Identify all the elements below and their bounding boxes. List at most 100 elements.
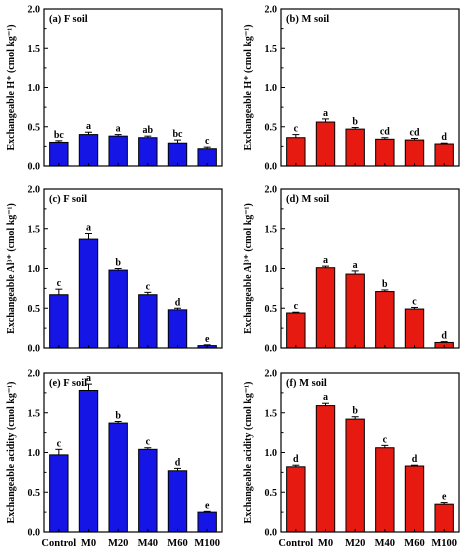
plot-frame	[281, 9, 459, 166]
y-tick-label: 1.0	[28, 448, 41, 459]
bar	[139, 295, 157, 348]
bar	[139, 449, 157, 532]
significance-letter: b	[352, 117, 358, 128]
y-tick-label: 0.5	[28, 488, 41, 499]
significance-letter: a	[323, 392, 328, 403]
y-tick-label: 0.0	[265, 344, 278, 355]
bar	[50, 142, 68, 166]
y-tick-label: 2.0	[28, 185, 41, 196]
significance-letter: d	[175, 457, 181, 468]
bar	[168, 143, 186, 166]
significance-letter: c	[412, 296, 417, 307]
y-tick-label: 2.0	[265, 185, 278, 196]
significance-letter: e	[205, 500, 210, 511]
bar	[287, 313, 305, 348]
bar	[50, 455, 68, 532]
bar	[376, 448, 394, 532]
x-category-label: Control	[278, 538, 313, 549]
plot-frame	[44, 189, 222, 348]
significance-letter: e	[205, 334, 210, 345]
y-tick-label: 2.0	[265, 5, 278, 16]
significance-letter: b	[115, 258, 121, 269]
panel-label: (d) M soil	[286, 194, 329, 205]
panel-label: (c) F soil	[49, 194, 87, 205]
bar	[346, 419, 364, 532]
y-axis-label: Exchangeable acidity (cmol kg⁻¹)	[6, 382, 17, 524]
chart-panel-3: c a b c d e 0.0 0.5 1.0 1.5 2.0 (c) F soil Exchangea…	[6, 185, 222, 355]
y-tick-label: 2.0	[28, 5, 41, 16]
significance-letter: c	[57, 438, 62, 449]
y-tick-label: 1.5	[265, 408, 278, 419]
panel-label: (a) F soil	[49, 14, 88, 25]
chart-panel-1: bc a a ab bc c 0.0 0.5 1.0 1.5 2.0 (a) F soil Exchan…	[6, 5, 222, 173]
bar	[287, 467, 305, 532]
bar	[287, 138, 305, 166]
bar	[435, 504, 453, 532]
bar	[405, 140, 423, 166]
bar	[109, 136, 127, 166]
y-tick-label: 2.0	[28, 369, 41, 380]
panel-label: (b) M soil	[286, 14, 329, 25]
x-category-label: M40	[138, 538, 158, 549]
x-category-label: M20	[108, 538, 128, 549]
x-category-label: M60	[167, 538, 187, 549]
significance-letter: b	[352, 406, 358, 417]
plot-frame	[281, 189, 459, 348]
x-category-label: M0	[318, 538, 333, 549]
bar	[109, 423, 127, 532]
bar	[316, 406, 334, 532]
significance-letter: c	[205, 136, 210, 147]
y-tick-label: 0.5	[265, 304, 278, 315]
y-tick-label: 0.0	[28, 162, 41, 173]
y-tick-label: 1.5	[28, 224, 41, 235]
significance-letter: c	[146, 437, 151, 448]
y-tick-label: 1.0	[28, 83, 41, 94]
y-tick-label: 2.0	[265, 369, 278, 380]
y-tick-label: 1.0	[265, 448, 278, 459]
plot-frame	[44, 9, 222, 166]
y-tick-label: 1.0	[28, 264, 41, 275]
plot-frame	[44, 373, 222, 532]
panel-label: (e) F soil	[49, 378, 87, 389]
bar	[316, 122, 334, 166]
y-tick-label: 1.0	[265, 83, 278, 94]
y-tick-label: 1.5	[28, 44, 41, 55]
bar	[435, 144, 453, 166]
significance-letter: a	[323, 108, 328, 119]
y-tick-label: 0.0	[28, 528, 41, 539]
significance-letter: a	[323, 255, 328, 266]
x-category-label: M100	[194, 538, 220, 549]
bar	[139, 138, 157, 166]
significance-letter: a	[86, 121, 91, 132]
significance-letter: b	[115, 410, 121, 421]
bar	[168, 471, 186, 532]
bar	[50, 295, 68, 348]
bar	[376, 292, 394, 348]
bar	[168, 310, 186, 348]
y-tick-label: 1.5	[28, 408, 41, 419]
significance-letter: b	[382, 279, 388, 290]
significance-letter: bc	[173, 129, 184, 140]
bar	[405, 309, 423, 348]
plot-frame	[281, 373, 459, 532]
significance-letter: d	[441, 132, 447, 143]
bar	[79, 135, 97, 166]
chart-panel-4: c a a b c d 0.0 0.5 1.0 1.5 2.0 (d) M soil Exchangea…	[243, 185, 459, 355]
y-tick-label: 0.5	[265, 488, 278, 499]
bar	[346, 129, 364, 166]
significance-letter: d	[441, 331, 447, 342]
significance-letter: bc	[54, 130, 65, 141]
bar	[79, 239, 97, 348]
y-tick-label: 1.5	[265, 224, 278, 235]
x-category-label: M0	[81, 538, 96, 549]
significance-letter: e	[442, 492, 447, 503]
x-category-label: M40	[375, 538, 395, 549]
panel-label: (f) M soil	[286, 378, 327, 389]
x-category-label: M20	[345, 538, 365, 549]
chart-panel-2: c a b cd cd d 0.0 0.5 1.0 1.5 2.0 (b) M soil Exchang…	[243, 5, 459, 173]
significance-letter: ab	[143, 125, 154, 136]
significance-letter: a	[86, 223, 91, 234]
y-tick-label: 0.5	[28, 304, 41, 315]
significance-letter: d	[412, 454, 418, 465]
significance-letter: cd	[410, 128, 420, 139]
